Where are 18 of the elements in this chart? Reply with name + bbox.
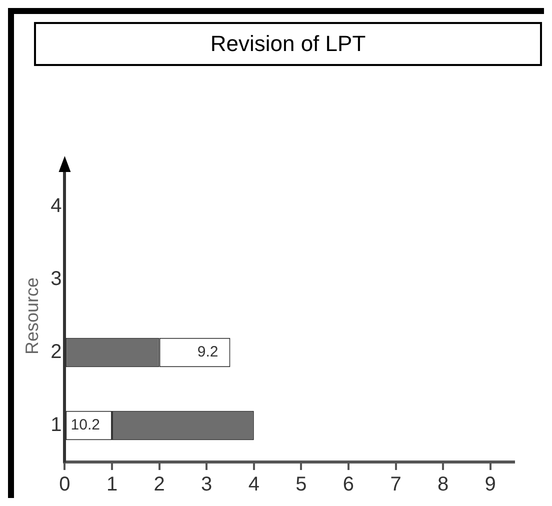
y-tick-label: 4	[50, 195, 62, 218]
x-tick-label: 6	[342, 474, 354, 496]
x-tick-label: 8	[438, 474, 449, 496]
x-tick-label: 7	[390, 474, 402, 496]
x-tick-label: 0	[59, 474, 70, 496]
y-tick-label: 1	[50, 414, 62, 436]
annotation: 10.2	[70, 416, 100, 434]
chart-title: Revision of LPT	[34, 22, 542, 66]
y-tick-label: 2	[50, 341, 62, 364]
x-tick-label: 3	[201, 474, 212, 496]
annotation: 9.2	[197, 344, 218, 361]
y-axis-title: Resource	[22, 277, 42, 355]
x-tick-label: 2	[154, 474, 165, 496]
x-tick-label: 5	[296, 474, 307, 496]
x-tick-label: 4	[248, 474, 260, 496]
x-tick-label: 1	[106, 474, 118, 496]
x-tick-label: 9	[484, 474, 496, 496]
y-tick-label: 3	[50, 268, 62, 290]
